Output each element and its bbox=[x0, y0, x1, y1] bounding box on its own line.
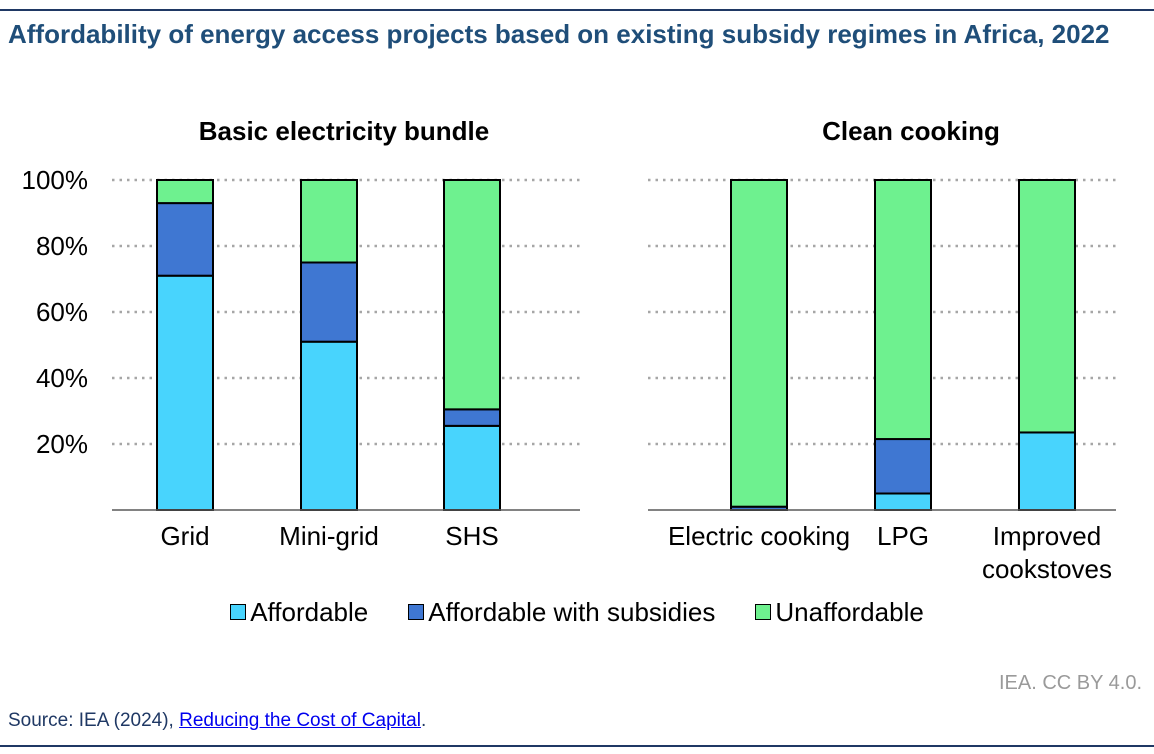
x-tick-label-lpg: LPG bbox=[877, 521, 929, 551]
panel-2-title: Clean cooking bbox=[822, 116, 1000, 146]
bar-improved-cookstoves-unaffordable bbox=[1018, 179, 1076, 434]
x-tick-label-improved-cookstoves-line-2: cookstoves bbox=[982, 554, 1112, 584]
y-tick-label-20: 20% bbox=[36, 429, 88, 459]
bar-mini-grid-with-subsidies bbox=[300, 261, 358, 343]
legend-item-unaffordable: Unaffordable bbox=[755, 596, 924, 628]
bar-grid-with-subsidies bbox=[156, 202, 214, 277]
bar-shs-unaffordable bbox=[443, 179, 501, 411]
legend-label-affordable: Affordable bbox=[250, 596, 369, 627]
legend: Affordable Affordable with subsidies Una… bbox=[0, 596, 1154, 628]
y-tick-label-60: 60% bbox=[36, 297, 88, 327]
panel-1-title: Basic electricity bundle bbox=[199, 116, 489, 146]
legend-label-with-subsidies: Affordable with subsidies bbox=[428, 596, 716, 627]
source-link[interactable]: Reducing the Cost of Capital bbox=[179, 710, 421, 731]
credit-text: IEA. CC BY 4.0. bbox=[998, 672, 1142, 694]
legend-label-unaffordable: Unaffordable bbox=[775, 596, 924, 627]
bar-lpg-with-subsidies bbox=[874, 438, 932, 495]
bar-shs-with-subsidies bbox=[443, 408, 501, 427]
bar-lpg-affordable bbox=[874, 492, 932, 511]
legend-item-affordable: Affordable bbox=[230, 597, 368, 628]
bar-lpg-unaffordable bbox=[874, 179, 932, 441]
chart-area: Basic electricity bundle 20% 40% 60% 80% 100%… bbox=[22, 116, 1116, 584]
legend-item-with-subsidies: Affordable with subsidies bbox=[408, 597, 715, 628]
bar-improved-cookstoves-affordable bbox=[1018, 431, 1076, 512]
source-suffix: . bbox=[420, 710, 427, 731]
x-tick-label-improved-cookstoves-line-1: Improved bbox=[993, 521, 1101, 551]
y-tick-label-80: 80% bbox=[36, 231, 88, 261]
bar-electric-cooking-unaffordable bbox=[730, 179, 788, 508]
source-line: Source: IEA (2024), Reducing the Cost of… bbox=[8, 710, 426, 732]
legend-swatch-affordable bbox=[230, 604, 247, 620]
bar-mini-grid-unaffordable bbox=[300, 179, 358, 264]
legend-swatch-with-subsidies bbox=[408, 604, 425, 620]
chart-title: Affordability of energy access projects … bbox=[8, 19, 1110, 49]
bottom-rule bbox=[0, 745, 1154, 747]
y-tick-label-100: 100% bbox=[22, 165, 89, 195]
y-tick-label-40: 40% bbox=[36, 363, 88, 393]
bar-shs-affordable bbox=[443, 424, 501, 512]
legend-swatch-unaffordable bbox=[755, 604, 772, 620]
x-tick-label-mini-grid: Mini-grid bbox=[279, 521, 379, 551]
bar-grid-affordable bbox=[156, 274, 214, 512]
top-rule bbox=[0, 9, 1154, 11]
bar-mini-grid-affordable bbox=[300, 340, 358, 512]
x-tick-label-shs: SHS bbox=[445, 521, 498, 551]
x-tick-label-grid: Grid bbox=[160, 521, 209, 551]
x-tick-label-electric-cooking: Electric cooking bbox=[668, 521, 850, 551]
source-prefix: Source: IEA (2024), bbox=[8, 710, 180, 731]
bar-grid-unaffordable bbox=[156, 179, 214, 205]
